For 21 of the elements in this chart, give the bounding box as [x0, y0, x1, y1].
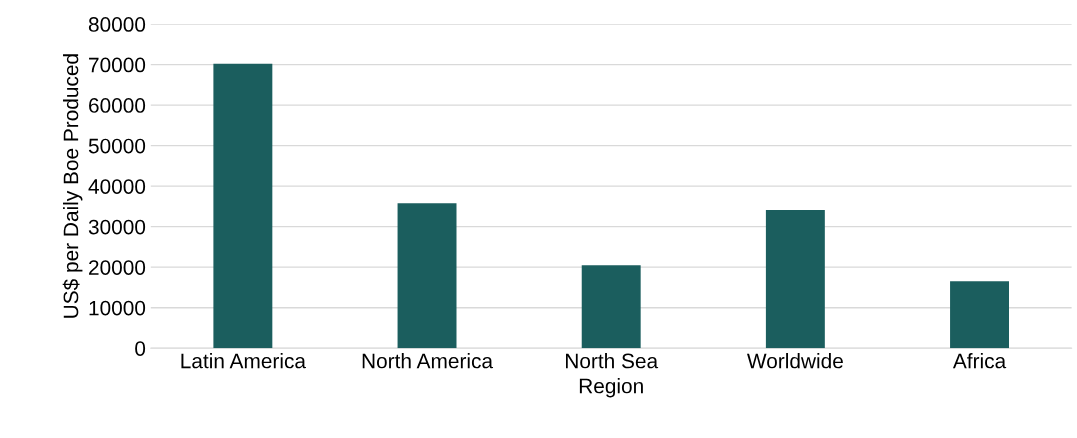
y-tick-label: 80000: [88, 17, 146, 32]
y-tick-label: 30000: [88, 219, 146, 235]
x-tick-label: North America: [362, 353, 494, 369]
bar: [765, 210, 825, 349]
y-tick-label: 50000: [88, 138, 146, 154]
y-tick-label: 20000: [89, 260, 146, 275]
y-tick-label: 40000: [88, 179, 146, 194]
x-tick-label: Latin America: [181, 353, 306, 369]
bar: [950, 281, 1009, 349]
bar: [581, 265, 641, 349]
x-tick-label: North Sea: [566, 353, 659, 369]
x-tick-label: Africa: [952, 353, 1007, 369]
x-axis-title: Region: [579, 378, 643, 398]
x-tick-label: Worldwide: [747, 353, 843, 369]
y-axis-title: US$ per Daily Boe Produced: [62, 54, 83, 318]
y-tick-label: 70000: [89, 57, 146, 73]
y-tick-label: 10000: [89, 300, 146, 316]
y-tick-label: 0: [135, 341, 146, 356]
bar: [397, 203, 457, 349]
y-tick-label: 60000: [89, 98, 146, 113]
bar: [213, 63, 273, 349]
